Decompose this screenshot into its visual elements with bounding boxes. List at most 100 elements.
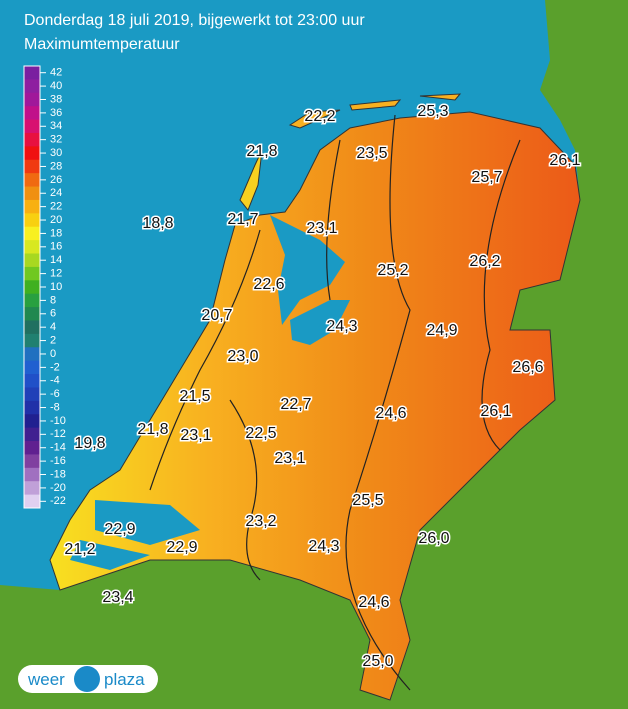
station-value: 23,2 [245, 513, 276, 530]
legend-label: 12 [50, 268, 62, 280]
legend-label: 38 [50, 93, 62, 105]
legend-swatch [24, 467, 40, 482]
title: Donderdag 18 juli 2019, bijgewerkt tot 2… [24, 12, 365, 29]
legend-label: 16 [50, 241, 62, 253]
station-value: 22,7 [280, 396, 311, 413]
station-value: 26,0 [418, 530, 449, 547]
station-value: 26,1 [549, 152, 580, 169]
isotherm [345, 114, 411, 691]
legend-swatch [24, 132, 40, 147]
legend-swatch [24, 66, 40, 80]
station-value: 24,3 [326, 318, 357, 335]
legend-label: -10 [50, 415, 66, 427]
station-value: 25,0 [362, 653, 393, 670]
legend-label: 10 [50, 281, 62, 293]
legend-label: -4 [50, 375, 60, 387]
station-value: 23,1 [306, 220, 337, 237]
legend-label: -12 [50, 428, 66, 440]
station-value: 26,1 [480, 403, 511, 420]
legend-label: -18 [50, 468, 66, 480]
legend-swatch [24, 253, 40, 268]
legend-swatch [24, 79, 40, 94]
legend-label: 22 [50, 201, 62, 213]
station-value: 21,8 [246, 143, 277, 160]
delta-waters [70, 500, 200, 570]
legend-label: -14 [50, 442, 66, 454]
station-value: 18,8 [142, 215, 173, 232]
logo: weer plaza [18, 665, 158, 693]
netherlands [49, 111, 581, 701]
legend-label: -20 [50, 482, 66, 494]
legend-label: 24 [50, 187, 62, 199]
legend-frame [23, 65, 41, 509]
legend-swatch [24, 92, 40, 107]
station-value: 26,2 [469, 253, 500, 270]
legend-swatch [24, 307, 40, 321]
station-value: 23,1 [274, 450, 305, 467]
station-value: 24,3 [308, 538, 339, 555]
logo-left: weer [27, 670, 65, 689]
ijsselmeer [270, 215, 345, 325]
isotherm [229, 399, 261, 581]
legend-label: 8 [50, 294, 56, 306]
station-value: 22,2 [304, 108, 335, 125]
island [239, 149, 263, 211]
legend-label: 6 [50, 308, 56, 320]
station-value: 22,6 [253, 276, 284, 293]
logo-right: plaza [104, 670, 145, 689]
isotherm [326, 139, 341, 301]
subtitle: Maximumtemperatuur [24, 36, 180, 53]
logo-icon [74, 666, 100, 692]
legend-swatch [24, 119, 40, 134]
legend-label: 36 [50, 107, 62, 119]
legend-swatch [24, 186, 40, 201]
station-value: 23,5 [356, 145, 387, 162]
legend-label: -8 [50, 401, 60, 413]
legend-swatch [24, 266, 40, 281]
station-value: 24,9 [426, 322, 457, 339]
legend-swatch [24, 441, 40, 455]
station-value: 21,7 [227, 211, 258, 228]
legend-swatch [24, 333, 40, 348]
legend-swatch [24, 280, 40, 295]
legend-label: 0 [50, 348, 56, 360]
station-value: 25,7 [471, 169, 502, 186]
legend-swatch [24, 387, 40, 402]
legend-swatch [24, 159, 40, 174]
legend-label: -16 [50, 455, 66, 467]
legend-swatch [24, 481, 40, 496]
station-value: 19,8 [74, 435, 105, 452]
legend-label: -6 [50, 388, 60, 400]
legend-label: 28 [50, 160, 62, 172]
legend-swatch [24, 494, 40, 509]
station-value: 25,3 [417, 103, 448, 120]
legend-label: 40 [50, 80, 62, 92]
legend-label: 18 [50, 227, 62, 239]
legend-label: 32 [50, 134, 62, 146]
legend-label: 42 [50, 67, 62, 79]
isotherm [149, 229, 261, 491]
station-value: 21,2 [64, 541, 95, 558]
legend-label: 14 [50, 254, 62, 266]
station-value: 20,7 [201, 307, 232, 324]
legend-label: 26 [50, 174, 62, 186]
isotherm [481, 139, 521, 451]
station-value: 24,6 [358, 594, 389, 611]
legend-swatch [24, 360, 40, 375]
legend-swatch [24, 454, 40, 469]
legend-label: -2 [50, 361, 60, 373]
legend-label: 34 [50, 120, 62, 132]
legend-swatch [24, 414, 40, 429]
legend-swatch [24, 146, 40, 161]
legend-swatch [24, 427, 40, 442]
legend-swatch [24, 320, 40, 335]
legend-swatch [24, 173, 40, 188]
legend-label: 4 [50, 321, 56, 333]
station-value: 25,2 [377, 262, 408, 279]
legend-swatch [24, 213, 40, 228]
station-value: 26,6 [512, 359, 543, 376]
legend-swatch [24, 347, 40, 362]
legend-swatch [24, 226, 40, 241]
legend-label: 30 [50, 147, 62, 159]
